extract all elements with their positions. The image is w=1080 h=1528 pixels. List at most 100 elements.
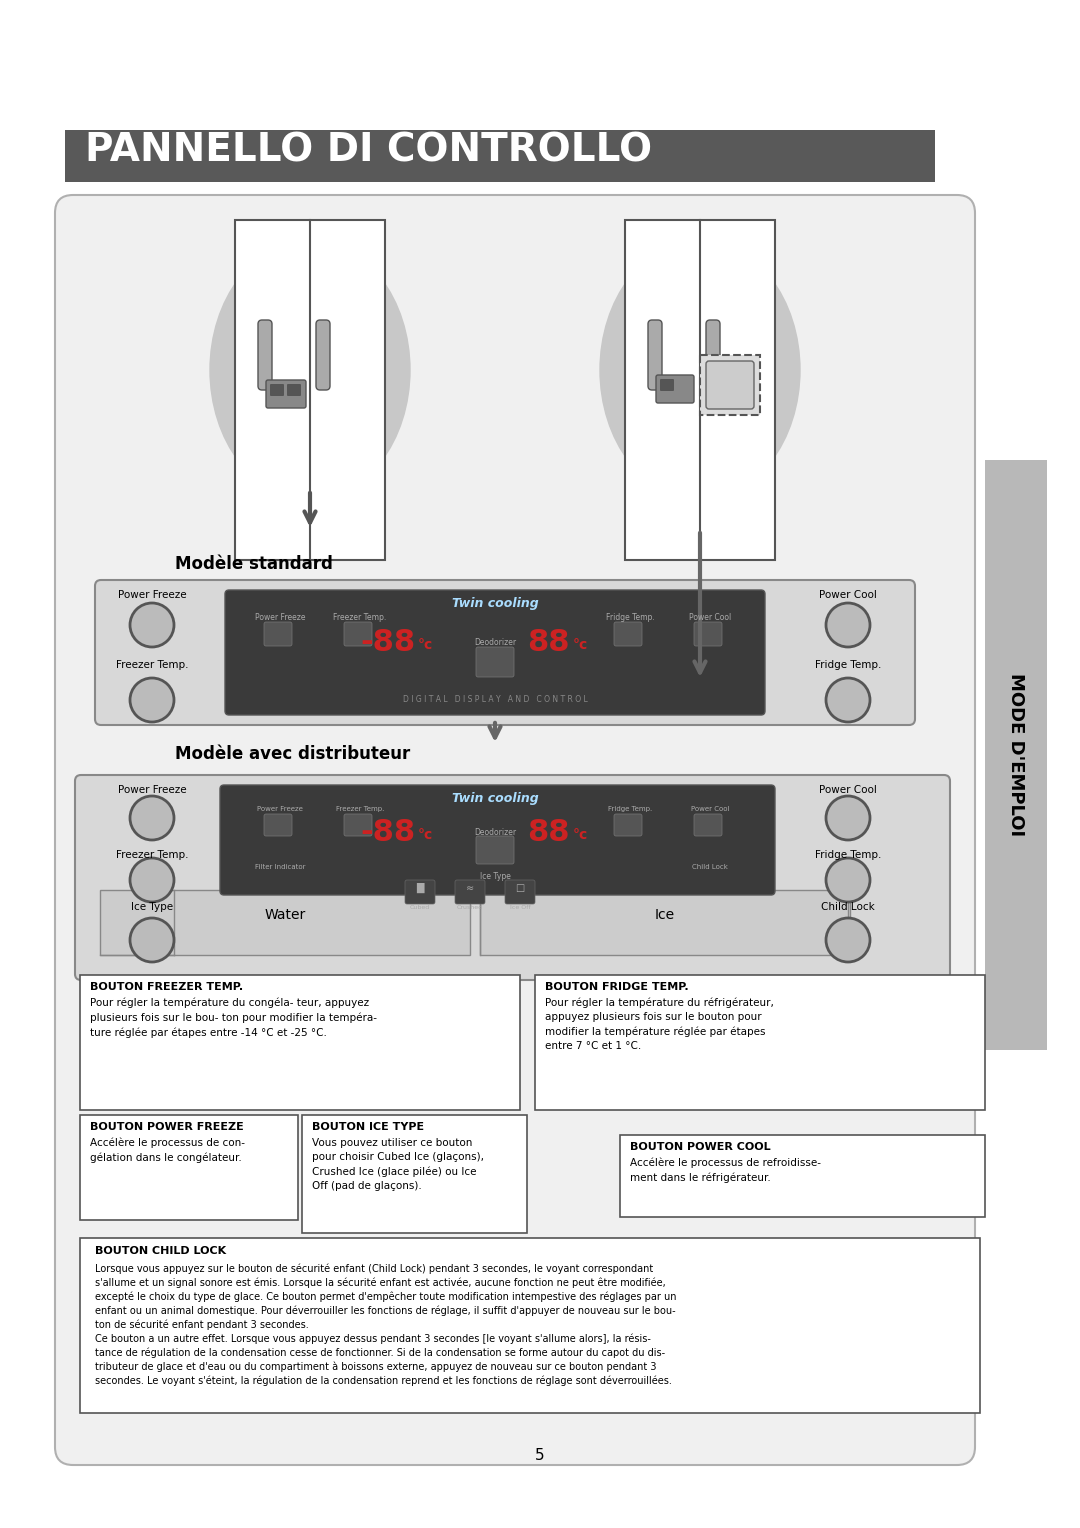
FancyBboxPatch shape bbox=[266, 380, 306, 408]
FancyBboxPatch shape bbox=[476, 836, 514, 863]
Text: Twin cooling: Twin cooling bbox=[451, 597, 538, 610]
Bar bbox=[235, 220, 384, 559]
Text: Twin cooling: Twin cooling bbox=[451, 792, 538, 805]
FancyBboxPatch shape bbox=[270, 384, 284, 396]
Text: D I G I T A L   D I S P L A Y   A N D   C O N T R O L: D I G I T A L D I S P L A Y A N D C O N … bbox=[403, 695, 588, 704]
Circle shape bbox=[826, 796, 870, 840]
Text: Lorsque vous appuyez sur le bouton de sécurité enfant (Child Lock) pendant 3 sec: Lorsque vous appuyez sur le bouton de sé… bbox=[95, 1264, 676, 1386]
Bar bbox=[535, 975, 985, 1109]
Circle shape bbox=[826, 918, 870, 963]
Bar bbox=[480, 889, 850, 955]
Circle shape bbox=[130, 678, 174, 723]
FancyBboxPatch shape bbox=[220, 785, 775, 895]
Text: Fridge Temp.: Fridge Temp. bbox=[608, 805, 652, 811]
Bar bbox=[80, 975, 519, 1109]
Text: Pour régler la température du réfrigérateur,
appuyez plusieurs fois sur le bouto: Pour régler la température du réfrigérat… bbox=[545, 998, 774, 1051]
FancyBboxPatch shape bbox=[345, 622, 372, 646]
Text: BOUTON FRIDGE TEMP.: BOUTON FRIDGE TEMP. bbox=[545, 983, 689, 992]
Text: Filter Indicator: Filter Indicator bbox=[255, 863, 306, 869]
Text: Modèle standard: Modèle standard bbox=[175, 555, 333, 573]
Text: Deodorizer: Deodorizer bbox=[474, 828, 516, 837]
Circle shape bbox=[130, 859, 174, 902]
Text: █: █ bbox=[416, 883, 423, 894]
Text: -88: -88 bbox=[360, 817, 415, 847]
Text: □: □ bbox=[515, 883, 525, 892]
Circle shape bbox=[130, 918, 174, 963]
Text: Power Cool: Power Cool bbox=[819, 590, 877, 601]
FancyBboxPatch shape bbox=[225, 590, 765, 715]
Ellipse shape bbox=[600, 240, 800, 500]
FancyBboxPatch shape bbox=[706, 319, 720, 390]
Text: Ice: Ice bbox=[654, 908, 675, 921]
Bar bbox=[80, 1115, 298, 1219]
Text: °c: °c bbox=[418, 639, 433, 652]
FancyBboxPatch shape bbox=[405, 880, 435, 905]
FancyBboxPatch shape bbox=[316, 319, 330, 390]
FancyBboxPatch shape bbox=[706, 361, 754, 410]
FancyBboxPatch shape bbox=[656, 374, 694, 403]
Text: Power Cool: Power Cool bbox=[689, 613, 731, 622]
Text: BOUTON POWER COOL: BOUTON POWER COOL bbox=[630, 1141, 771, 1152]
Bar bbox=[80, 1238, 980, 1413]
Bar bbox=[985, 460, 1047, 1050]
Circle shape bbox=[826, 604, 870, 646]
FancyBboxPatch shape bbox=[55, 196, 975, 1465]
Text: Water: Water bbox=[265, 908, 306, 921]
Bar bbox=[65, 130, 935, 182]
FancyBboxPatch shape bbox=[476, 646, 514, 677]
Text: Freezer Temp.: Freezer Temp. bbox=[116, 850, 188, 860]
Text: Power Freeze: Power Freeze bbox=[118, 590, 187, 601]
FancyBboxPatch shape bbox=[694, 622, 723, 646]
Text: °c: °c bbox=[573, 828, 589, 842]
Text: -88: -88 bbox=[360, 628, 415, 657]
Text: MODE D'EMPLOI: MODE D'EMPLOI bbox=[1007, 674, 1025, 836]
Text: Ice Off: Ice Off bbox=[510, 905, 530, 911]
Bar bbox=[620, 1135, 985, 1216]
Text: °c: °c bbox=[573, 639, 589, 652]
Text: Power Freeze: Power Freeze bbox=[257, 805, 302, 811]
Text: Pour régler la température du congéla- teur, appuyez
plusieurs fois sur le bou- : Pour régler la température du congéla- t… bbox=[90, 998, 377, 1038]
Circle shape bbox=[826, 859, 870, 902]
Text: Power Freeze: Power Freeze bbox=[255, 613, 306, 622]
FancyBboxPatch shape bbox=[615, 622, 642, 646]
Text: Modèle avec distributeur: Modèle avec distributeur bbox=[175, 746, 410, 762]
Text: Fridge Temp.: Fridge Temp. bbox=[606, 613, 654, 622]
FancyBboxPatch shape bbox=[660, 379, 674, 391]
FancyBboxPatch shape bbox=[345, 814, 372, 836]
Text: 88: 88 bbox=[527, 628, 570, 657]
Text: Freezer Temp.: Freezer Temp. bbox=[334, 613, 387, 622]
Bar bbox=[100, 889, 470, 955]
Text: 5: 5 bbox=[536, 1449, 544, 1462]
FancyBboxPatch shape bbox=[264, 814, 292, 836]
Text: Freezer Temp.: Freezer Temp. bbox=[116, 660, 188, 669]
Text: BOUTON ICE TYPE: BOUTON ICE TYPE bbox=[312, 1122, 424, 1132]
Bar bbox=[302, 1115, 527, 1233]
Bar bbox=[625, 220, 775, 559]
Text: Accélère le processus de refroidisse-
ment dans le réfrigérateur.: Accélère le processus de refroidisse- me… bbox=[630, 1158, 821, 1183]
Circle shape bbox=[130, 604, 174, 646]
Text: °c: °c bbox=[418, 828, 433, 842]
Text: BOUTON FREEZER TEMP.: BOUTON FREEZER TEMP. bbox=[90, 983, 243, 992]
Text: Fridge Temp.: Fridge Temp. bbox=[814, 660, 881, 669]
Text: Accélère le processus de con-
gélation dans le congélateur.: Accélère le processus de con- gélation d… bbox=[90, 1138, 245, 1163]
Text: Power Cool: Power Cool bbox=[819, 785, 877, 795]
Bar bbox=[700, 354, 760, 416]
FancyBboxPatch shape bbox=[694, 814, 723, 836]
FancyBboxPatch shape bbox=[258, 319, 272, 390]
Text: Freezer Temp.: Freezer Temp. bbox=[336, 805, 384, 811]
Text: Ice Type: Ice Type bbox=[480, 872, 511, 882]
Text: Child Lock: Child Lock bbox=[821, 902, 875, 912]
Text: Fridge Temp.: Fridge Temp. bbox=[814, 850, 881, 860]
Text: Power Freeze: Power Freeze bbox=[118, 785, 187, 795]
FancyBboxPatch shape bbox=[505, 880, 535, 905]
FancyBboxPatch shape bbox=[287, 384, 301, 396]
FancyBboxPatch shape bbox=[75, 775, 950, 979]
Circle shape bbox=[826, 678, 870, 723]
Text: 88: 88 bbox=[527, 817, 570, 847]
Text: Cubed: Cubed bbox=[410, 905, 430, 911]
Text: Deodorizer: Deodorizer bbox=[474, 639, 516, 646]
FancyBboxPatch shape bbox=[615, 814, 642, 836]
Ellipse shape bbox=[210, 240, 410, 500]
Text: Ice Type: Ice Type bbox=[131, 902, 173, 912]
FancyBboxPatch shape bbox=[648, 319, 662, 390]
